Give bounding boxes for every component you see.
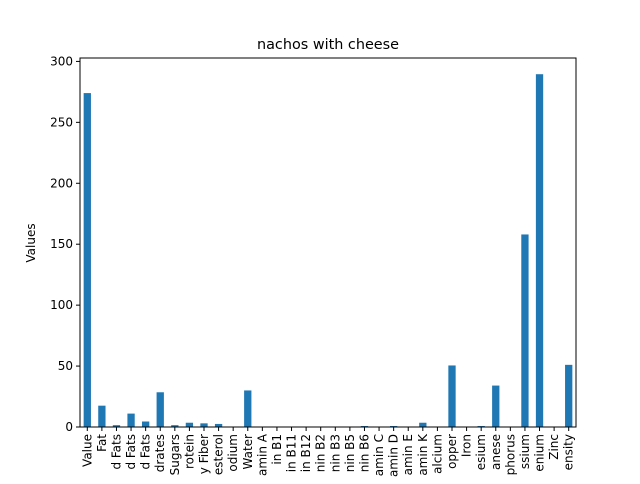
x-tick-label: phorus: [503, 434, 517, 475]
x-tick-label: nin B6: [357, 434, 371, 472]
y-tick-label: 250: [50, 115, 73, 129]
x-tick-label: Water: [241, 434, 255, 470]
bar: [492, 386, 499, 427]
x-tick-label: esium: [474, 434, 488, 470]
x-tick-label: in B11: [285, 434, 299, 472]
x-tick-label: nin B2: [314, 434, 328, 472]
bar: [565, 365, 572, 427]
bar: [98, 406, 105, 427]
y-tick-label: 150: [50, 237, 73, 251]
x-tick-label: esterol: [212, 434, 226, 475]
y-tick-label: 0: [65, 420, 73, 434]
x-tick-label: nin B5: [343, 434, 357, 472]
x-tick-label: in B12: [299, 434, 313, 472]
x-tick-label: amin K: [416, 433, 430, 476]
x-tick-label: Fat: [95, 434, 109, 452]
bar: [448, 365, 455, 427]
x-tick-label: d Fats: [109, 434, 123, 470]
bar: [142, 422, 149, 427]
y-tick-label: 50: [58, 359, 73, 373]
x-tick-label: anese: [489, 434, 503, 470]
x-tick-label: enium: [533, 434, 547, 472]
x-tick-label: rotein: [182, 434, 196, 469]
x-tick-label: Sugars: [168, 434, 182, 475]
y-tick-label: 100: [50, 298, 73, 312]
x-tick-label: d Fats: [124, 434, 138, 470]
bar: [127, 414, 134, 427]
x-tick-label: amin A: [255, 433, 269, 476]
bar: [84, 93, 91, 427]
bar: [186, 423, 193, 427]
x-tick-label: nin B3: [328, 434, 342, 472]
bar: [244, 390, 251, 427]
x-tick-label: ssium: [518, 434, 532, 469]
x-tick-label: Iron: [460, 434, 474, 457]
x-tick-label: d Fats: [139, 434, 153, 470]
y-axis-label: Values: [24, 223, 38, 262]
x-tick-label: Value: [80, 434, 94, 467]
x-tick-label: amin D: [387, 434, 401, 477]
x-tick-label: y Fiber: [197, 434, 211, 474]
x-tick-label: drates: [153, 434, 167, 472]
y-tick-label: 200: [50, 176, 73, 190]
x-tick-label: Zinc: [547, 434, 561, 460]
x-tick-label: in B1: [270, 434, 284, 465]
bar: [536, 74, 543, 427]
x-tick-label: odium: [226, 434, 240, 472]
x-tick-label: opper: [445, 434, 459, 469]
x-tick-label: amin E: [401, 434, 415, 475]
x-tick-label: alcium: [430, 434, 444, 474]
x-tick-label: amin C: [372, 434, 386, 476]
chart-title: nachos with cheese: [257, 37, 399, 53]
bar: [200, 423, 207, 427]
bar: [521, 234, 528, 427]
bar: [419, 423, 426, 427]
bar: [157, 392, 164, 427]
y-tick-label: 300: [50, 54, 73, 68]
x-tick-label: ensity: [562, 434, 576, 470]
